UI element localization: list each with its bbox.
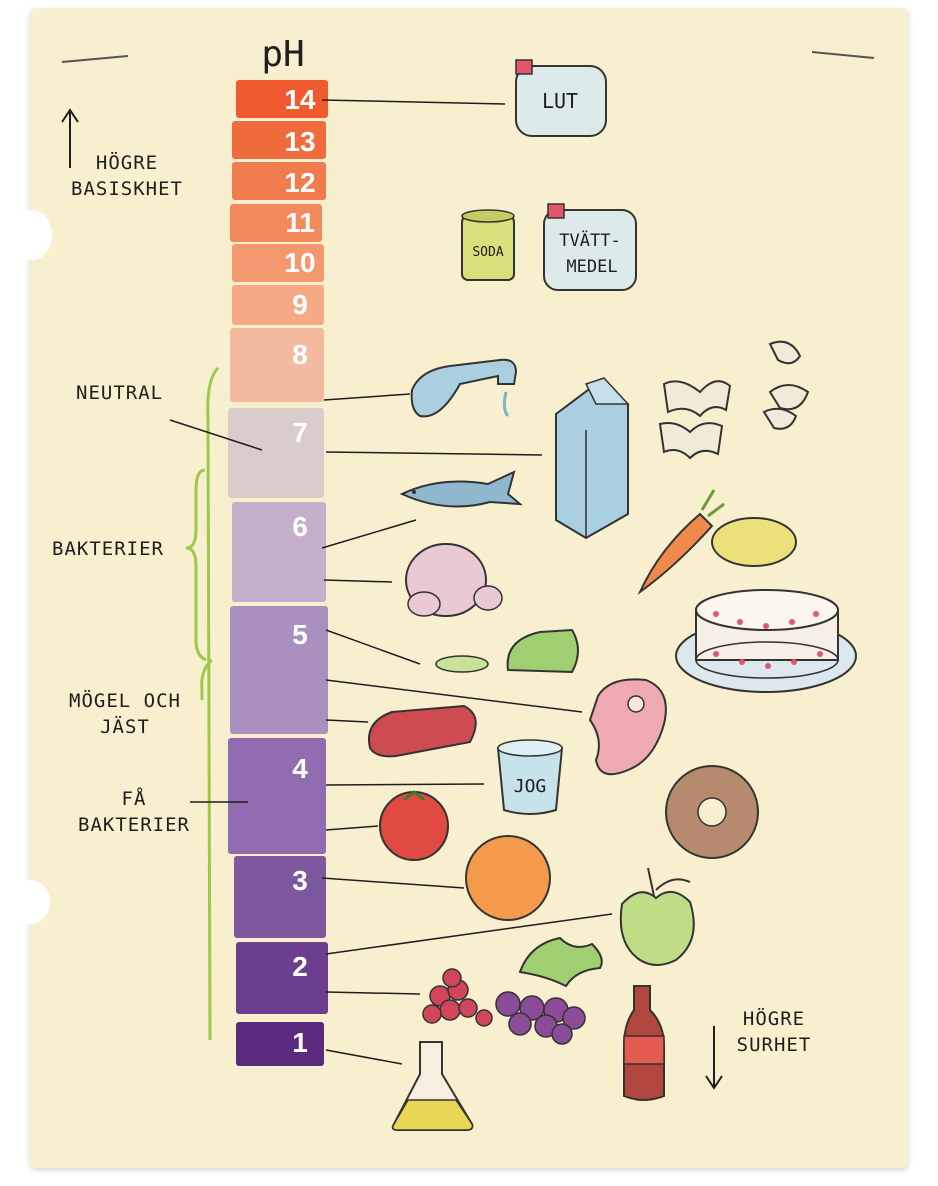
meat-steak [588,678,667,776]
staple-left [61,55,129,63]
potato [711,517,797,567]
ph-band-13 [232,121,326,159]
ph-band-12 [232,162,326,200]
neutral-bracket [206,366,220,1041]
ph-band-4 [228,738,326,854]
higher-basicity-label: Högre basiskhet [71,152,183,200]
ph-number-12: 12 [284,167,315,198]
ph-number-10: 10 [284,247,315,278]
yogurt-label: JOG [514,776,547,797]
ph-band-3 [234,856,326,938]
down-arrow-icon [705,1026,723,1090]
staple-right [811,51,875,59]
chicken [405,543,503,617]
salami [368,704,477,758]
ph-band-8 [230,328,324,402]
ph-number-6: 6 [292,511,308,542]
ph-number-2: 2 [292,951,308,982]
detergent-label-line2: MEDEL [566,257,617,277]
ph-band-9 [232,285,324,325]
lye-label: LUT [542,89,578,113]
soda-label: SODA [472,245,503,260]
ph-number-4: 4 [292,753,308,784]
ph-number-13: 13 [284,126,315,157]
ph-band-14 [236,80,328,118]
ph-number-7: 7 [292,417,308,448]
ph-number-1: 1 [292,1027,308,1058]
ph-scale: 14 13 12 11 10 9 8 7 6 5 4 3 2 1 [228,80,328,1066]
ph-band-6 [232,502,326,602]
few-bacteria-label: Få bakterier [78,788,190,836]
bacteria-label: Bakterier [52,538,164,560]
cucumber [435,628,579,674]
ph-band-10 [232,244,324,282]
neutral-label: Neutral [76,382,164,404]
bacteria-brace [185,468,207,662]
ph-band-5 [230,606,328,734]
tap-water [410,358,518,418]
ph-number-5: 5 [292,619,308,650]
ph-number-3: 3 [292,865,308,896]
neutral-pointer [169,419,263,451]
donut [665,765,759,859]
ph-band-1 [236,1022,324,1066]
yogurt-cup: JOG [496,739,564,815]
fish [399,470,524,508]
ph-title: pH [261,34,304,75]
pasta [658,340,810,460]
mold-brace [200,658,214,700]
soda-can: SODA [461,209,515,281]
higher-acidity-label: Högre surhet [736,1008,812,1056]
cake [675,589,857,693]
mold-yeast-label: Mögel och jäst [69,690,181,738]
paper-notch [12,210,52,260]
lye-jug: LUT [515,59,607,137]
milk-carton [555,377,630,540]
detergent-label-line1: TVÄTT- [559,230,620,251]
ph-number-8: 8 [292,339,308,370]
connector-lines [321,99,613,1065]
paper-notch [12,880,50,924]
ph-band-2 [236,942,328,1014]
ph-band-11 [230,204,322,242]
tomato [379,790,449,861]
carrot [637,489,725,596]
cola-bottle [623,985,665,1101]
grapes [495,991,586,1045]
ph-number-11: 11 [285,207,315,238]
ph-band-7 [228,408,324,498]
ph-number-9: 9 [292,289,308,320]
grape-leaf [518,936,603,988]
berries [422,968,493,1027]
ph-number-14: 14 [284,84,316,115]
up-arrow-icon [61,108,79,168]
acid-flask [391,1041,474,1131]
detergent-jug: TVÄTT- MEDEL [543,203,637,291]
orange [465,835,551,921]
apple [619,867,695,966]
